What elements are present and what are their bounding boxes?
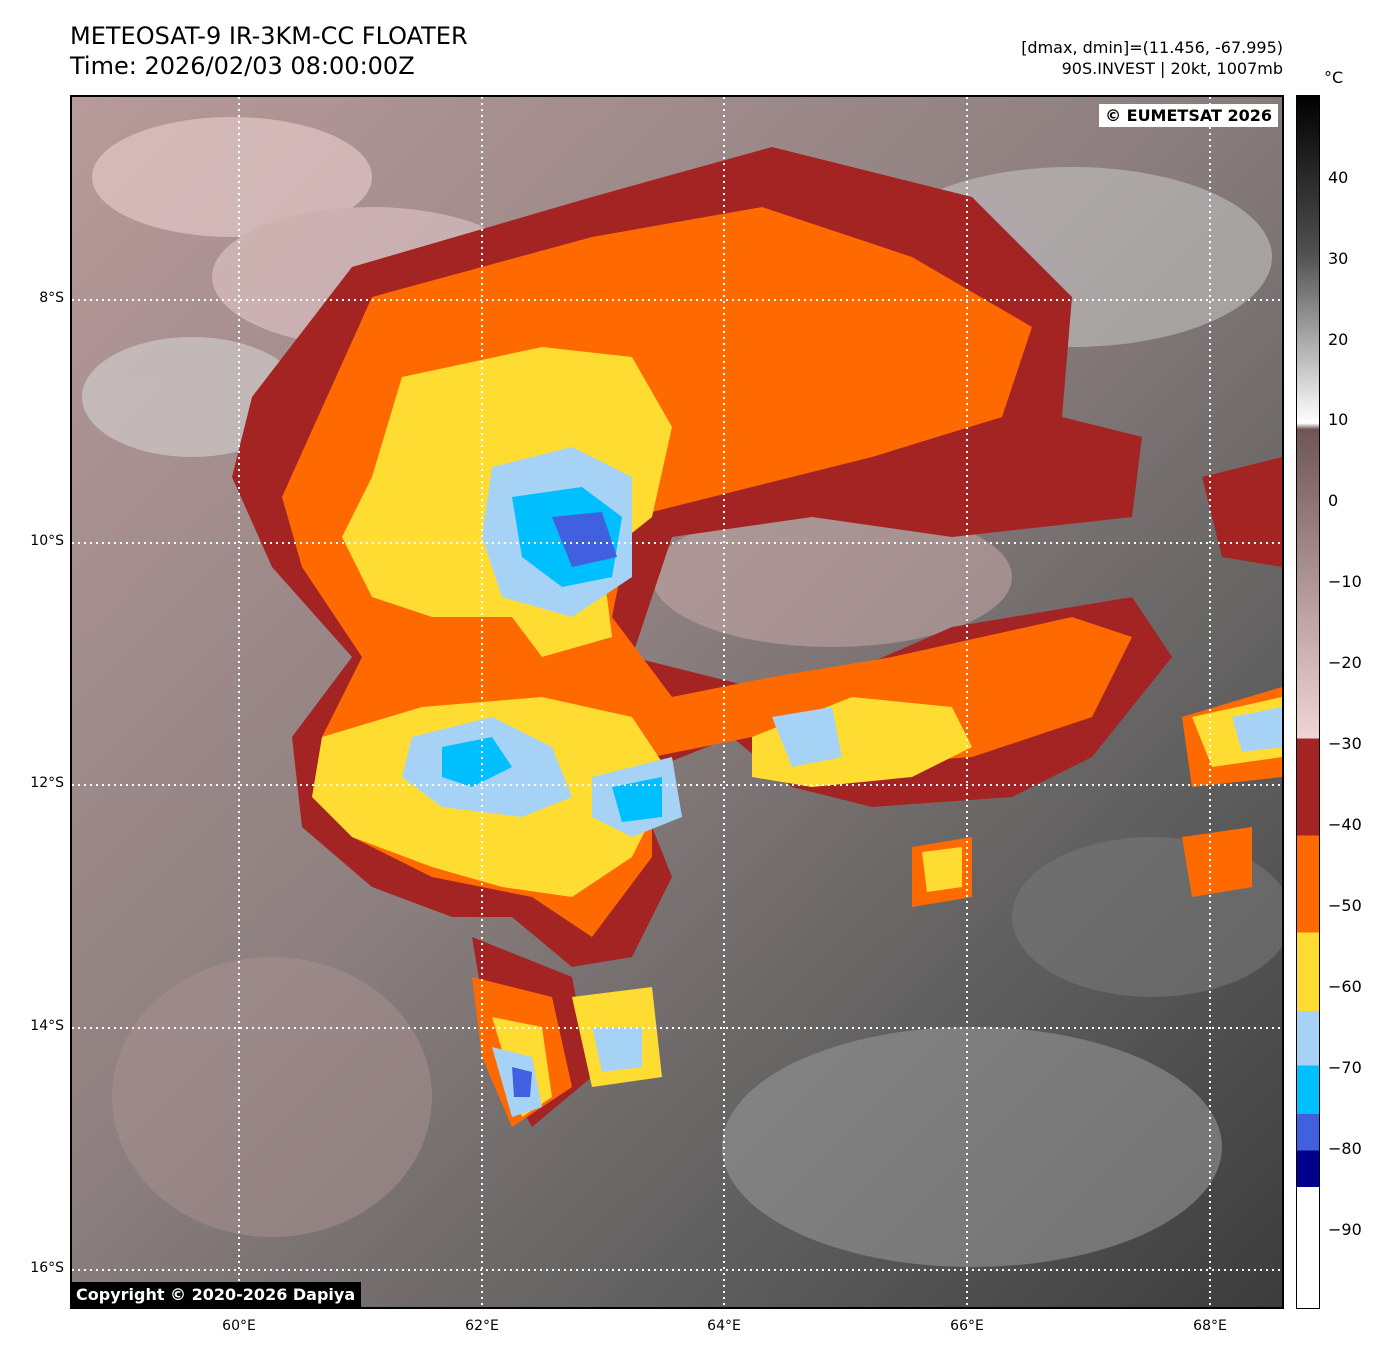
dapiya-credit: Copyright © 2020-2026 Dapiya: [70, 1282, 362, 1307]
colorbar-tick: 20: [1328, 330, 1349, 349]
lon-label: 66°E: [950, 1318, 984, 1334]
colorbar-tick: 10: [1328, 410, 1349, 429]
lon-label: 60°E: [222, 1318, 256, 1334]
lon-label: 68°E: [1193, 1318, 1227, 1334]
colorbar-tick: −60: [1328, 977, 1362, 996]
colorbar-tick: 40: [1328, 168, 1349, 187]
cloud-shield-minus80: [512, 512, 617, 1097]
lat-label: 10°S: [30, 533, 64, 549]
lon-label: 62°E: [465, 1318, 499, 1334]
lat-label: 12°S: [30, 775, 64, 791]
data-range: [dmax, dmin]=(11.456, -67.995): [1021, 38, 1283, 57]
colorbar-tick: −10: [1328, 572, 1362, 591]
lat-label: 8°S: [39, 290, 64, 306]
colorbar-unit: °C: [1324, 68, 1344, 87]
colorbar-tick: 0: [1328, 491, 1339, 510]
lon-label: 64°E: [707, 1318, 741, 1334]
lat-label: 14°S: [30, 1018, 64, 1034]
colorbar-tick: −50: [1328, 896, 1362, 915]
colorbar-tick: −90: [1328, 1220, 1362, 1239]
lat-label: 16°S: [30, 1260, 64, 1276]
graticule: [72, 97, 1282, 1307]
satellite-image: [70, 95, 1284, 1309]
storm-info: 90S.INVEST | 20kt, 1007mb: [1061, 59, 1283, 78]
colorbar: [1296, 95, 1320, 1309]
map-time: Time: 2026/02/03 08:00:00Z: [70, 52, 415, 80]
colorbar-tick: −40: [1328, 815, 1362, 834]
colorbar-tick: −30: [1328, 734, 1362, 753]
eumetsat-credit: © EUMETSAT 2026: [1099, 104, 1278, 127]
colorbar-tick: −80: [1328, 1139, 1362, 1158]
map-title: METEOSAT-9 IR-3KM-CC FLOATER: [70, 22, 468, 50]
colorbar-tick: −20: [1328, 653, 1362, 672]
colorbar-tick: 30: [1328, 249, 1349, 268]
colorbar-tick: −70: [1328, 1058, 1362, 1077]
